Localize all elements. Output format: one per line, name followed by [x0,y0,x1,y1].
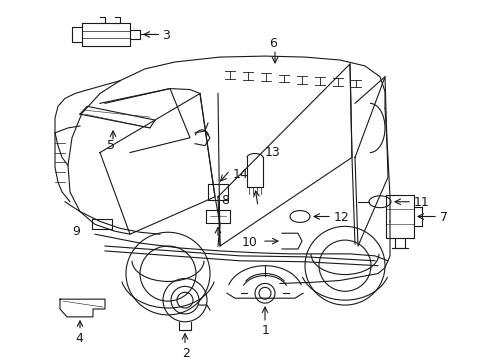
Text: 3: 3 [162,29,169,42]
Text: 8: 8 [221,194,228,207]
Text: 2: 2 [182,347,189,360]
Text: 6: 6 [268,37,276,50]
Text: 10: 10 [242,235,257,249]
Text: 14: 14 [232,168,248,181]
Text: 12: 12 [333,211,349,224]
Text: 4: 4 [75,332,82,345]
Text: 7: 7 [439,211,447,224]
Text: 13: 13 [264,146,280,159]
Text: 11: 11 [413,196,429,209]
Text: 1: 1 [262,324,269,337]
Text: 9: 9 [72,225,80,238]
Text: 5: 5 [107,139,115,152]
